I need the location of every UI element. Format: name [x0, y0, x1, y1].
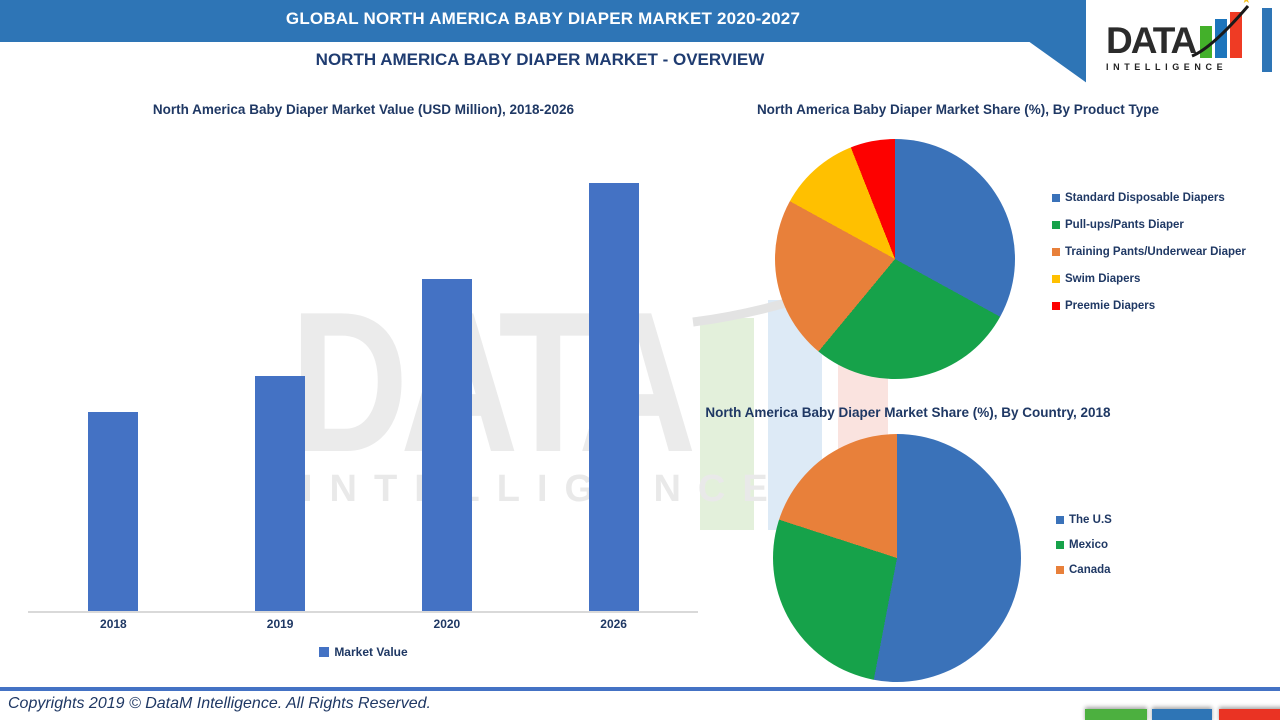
- footer-color-block: [1152, 709, 1212, 720]
- page-subtitle: NORTH AMERICA BABY DIAPER MARKET - OVERV…: [315, 50, 765, 69]
- bar-chart-title: North America Baby Diaper Market Value (…: [152, 102, 575, 117]
- legend-label: Pull-ups/Pants Diaper: [1065, 219, 1184, 231]
- legend-item: Preemie Diapers: [1052, 300, 1246, 312]
- watermark-subtext: INTELLIGENCE: [302, 468, 785, 510]
- legend-label: Mexico: [1069, 539, 1108, 551]
- main-title: GLOBAL NORTH AMERICA BABY DIAPER MARKET …: [285, 9, 801, 28]
- logo-row: DATA ★: [1106, 0, 1270, 61]
- legend-swatch: [1056, 516, 1064, 524]
- pie-country-title: North America Baby Diaper Market Share (…: [705, 405, 1111, 420]
- bar-chart-plot: [30, 130, 697, 611]
- logo-bar: [1230, 12, 1243, 58]
- footer-color-block: [1219, 709, 1280, 720]
- bar-2019: [255, 375, 306, 611]
- legend-label: The U.S: [1069, 514, 1112, 526]
- legend-label: Preemie Diapers: [1065, 300, 1156, 312]
- pie-country-legend: The U.S Mexico Canada: [1056, 514, 1112, 589]
- legend-swatch: [1052, 275, 1060, 283]
- footer-color-block: [1085, 709, 1147, 720]
- pie-product-type: [775, 139, 1015, 379]
- legend-label: Swim Diapers: [1065, 273, 1141, 285]
- watermark-bar: [700, 318, 754, 530]
- legend-item: The U.S: [1056, 514, 1112, 526]
- pie-product-type-legend: Standard Disposable Diapers Pull-ups/Pan…: [1052, 192, 1246, 327]
- x-label-2019: 2019: [266, 617, 294, 631]
- legend-swatch: [1052, 221, 1060, 229]
- logo-bars: ★: [1191, 0, 1251, 58]
- pie-product-type-title: North America Baby Diaper Market Share (…: [756, 102, 1160, 117]
- legend-swatch: [1052, 248, 1060, 256]
- legend-item: Mexico: [1056, 539, 1112, 551]
- legend-label: Market Value: [334, 645, 408, 659]
- logo-subtext: INTELLIGENCE: [1106, 62, 1228, 72]
- legend-item: Pull-ups/Pants Diaper: [1052, 219, 1246, 231]
- legend-item: Canada: [1056, 564, 1112, 576]
- legend-item: Training Pants/Underwear Diaper: [1052, 246, 1246, 258]
- logo-bar: [1215, 19, 1228, 58]
- copyright-text: Copyrights 2019 © DataM Intelligence. Al…: [8, 695, 431, 712]
- logo-wordmark: DATA: [1106, 19, 1197, 61]
- pie-country: [773, 434, 1021, 682]
- legend-label: Standard Disposable Diapers: [1065, 192, 1225, 204]
- logo-bar: [1200, 26, 1213, 58]
- legend-label: Training Pants/Underwear Diaper: [1065, 246, 1246, 258]
- legend-swatch: [319, 647, 330, 657]
- datam-intelligence-logo: DATA ★ INTELLIGENCE: [1106, 0, 1270, 72]
- footer-divider: [0, 687, 1280, 691]
- bar-2020: [421, 279, 472, 611]
- legend-item: Standard Disposable Diapers: [1052, 192, 1246, 204]
- logo-star-icon: ★: [1241, 0, 1252, 6]
- x-label-2018: 2018: [100, 617, 127, 631]
- legend-item: Swim Diapers: [1052, 273, 1246, 285]
- bar-2018: [88, 411, 139, 611]
- x-label-2026: 2026: [600, 617, 627, 631]
- legend-swatch: [1056, 566, 1064, 574]
- legend-label: Canada: [1069, 564, 1111, 576]
- right-edge-accent-bar: [1262, 8, 1272, 72]
- legend-swatch: [1052, 194, 1060, 202]
- legend-swatch: [1056, 541, 1064, 549]
- bar-2026: [588, 183, 639, 611]
- legend-swatch: [1052, 302, 1060, 310]
- header-banner: GLOBAL NORTH AMERICA BABY DIAPER MARKET …: [0, 0, 1086, 83]
- bar-chart-legend: Market Value: [30, 645, 697, 659]
- bar-chart-x-axis: [28, 611, 698, 613]
- x-label-2020: 2020: [433, 617, 461, 631]
- bar-chart-x-labels: 2018 2019 2020 2026: [30, 617, 697, 633]
